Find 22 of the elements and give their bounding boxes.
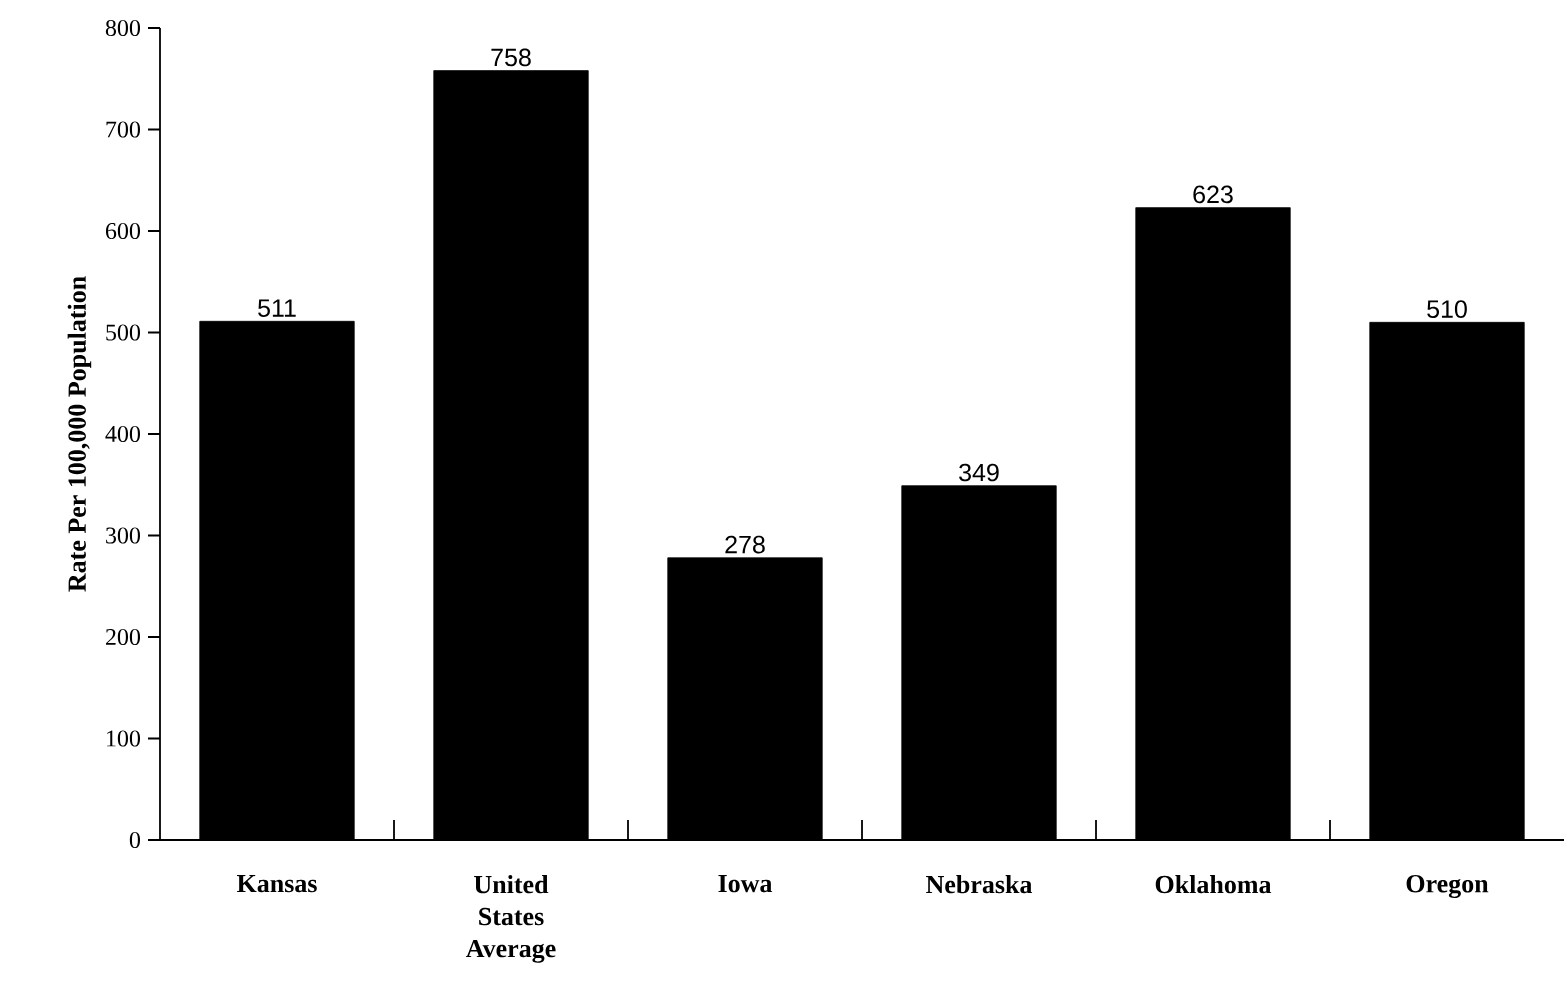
data-label: 349 [959,463,999,482]
y-tick-label: 300 [106,527,141,544]
y-tick-label: 100 [107,730,141,747]
y-tick-label: 500 [106,324,141,341]
data-label: 623 [1193,185,1233,204]
x-tick-label: Iowa [718,875,773,893]
x-tick-label: Kansas [236,875,317,893]
x-tick-label: United States Average [466,875,556,963]
data-label: 278 [725,535,765,554]
y-tick-label: 600 [105,222,141,240]
y-tick-label: 200 [106,628,141,646]
y-axis-title: Rate Per 100,000 Population [67,276,92,592]
x-tick-label: Nebraska [926,875,1033,894]
y-tick-label: 700 [106,121,141,138]
data-label: 758 [491,48,531,67]
data-label: 511 [258,299,296,317]
x-tick-label: Oregon [1406,875,1489,899]
y-tick-label: 800 [105,19,141,37]
x-tick-label: Oklahoma [1155,875,1272,894]
y-tick-label: 400 [105,425,141,443]
data-label: 510 [1427,300,1467,318]
y-tick-label: 0 [129,831,141,849]
